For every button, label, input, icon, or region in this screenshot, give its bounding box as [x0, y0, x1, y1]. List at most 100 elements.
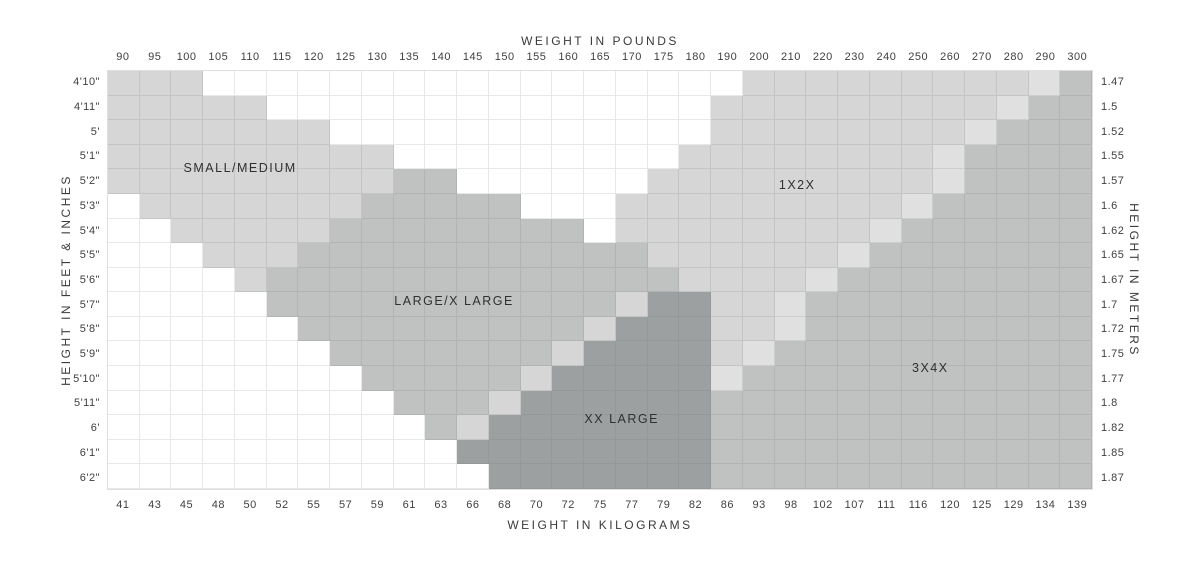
- size-cell: [901, 169, 934, 194]
- size-cell: [996, 193, 1029, 219]
- size-cell: [838, 415, 870, 440]
- size-cell: [393, 415, 426, 440]
- size-cell: [1060, 218, 1092, 244]
- size-cell: [647, 464, 680, 489]
- region-label-xx-large: XX LARGE: [584, 412, 659, 427]
- size-cell: [330, 316, 362, 342]
- size-cell: [933, 464, 966, 489]
- size-cell: [171, 390, 204, 416]
- size-cell: [869, 243, 902, 268]
- tick-label-kilograms: 45: [179, 499, 194, 511]
- size-cell: [774, 464, 807, 489]
- size-cell: [552, 390, 585, 416]
- size-cell: [965, 71, 997, 96]
- tick-label-pounds: 165: [590, 51, 611, 63]
- size-cell: [838, 292, 870, 317]
- size-cell: [234, 169, 267, 194]
- tick-label-kilograms: 75: [593, 499, 607, 511]
- size-cell: [139, 464, 172, 489]
- size-cell: [552, 144, 585, 170]
- size-cell: [520, 341, 553, 367]
- size-cell: [139, 366, 172, 391]
- size-cell: [584, 169, 616, 194]
- size-cell: [679, 243, 712, 268]
- tick-label-meters: 1.85: [1101, 446, 1125, 459]
- tick-label-kilograms: 70: [529, 499, 544, 511]
- size-cell: [488, 292, 521, 317]
- size-cell: [1028, 120, 1061, 145]
- size-cell: [806, 169, 839, 194]
- size-cell: [869, 316, 902, 342]
- size-cell: [711, 439, 743, 465]
- size-cell: [488, 169, 521, 194]
- size-cell: [1060, 415, 1092, 440]
- tick-label-feet-inches: 6'1": [79, 446, 100, 459]
- size-cell: [742, 464, 775, 489]
- size-cell: [203, 120, 235, 145]
- size-cell: [711, 120, 743, 145]
- size-cell: [393, 341, 426, 367]
- size-cell: [330, 464, 362, 489]
- size-cell: [330, 390, 362, 416]
- size-cell: [203, 390, 235, 416]
- size-cell: [488, 390, 521, 416]
- size-cell: [108, 95, 140, 121]
- size-cell: [584, 366, 616, 391]
- tick-label-feet-inches: 5'2": [79, 175, 100, 188]
- size-cell: [1060, 316, 1092, 342]
- size-cell: [996, 415, 1029, 440]
- tick-label-pounds: 220: [812, 51, 833, 63]
- size-cell: [298, 390, 331, 416]
- tick-label-pounds: 230: [844, 51, 865, 63]
- size-cell: [806, 267, 839, 293]
- size-cell: [679, 390, 712, 416]
- size-cell: [425, 316, 458, 342]
- size-cell: [838, 390, 870, 416]
- size-cell: [552, 316, 585, 342]
- size-cell: [901, 243, 934, 268]
- size-cell: [996, 120, 1029, 145]
- size-cell: [203, 144, 235, 170]
- size-cell: [806, 95, 839, 121]
- size-cell: [1028, 316, 1061, 342]
- size-cell: [330, 144, 362, 170]
- tick-label-meters: 1.67: [1101, 273, 1125, 286]
- size-cell: [1060, 390, 1092, 416]
- size-cell: [742, 415, 775, 440]
- size-cell: [965, 120, 997, 145]
- size-cell: [965, 267, 997, 293]
- size-cell: [615, 267, 648, 293]
- tick-label-kilograms: 61: [402, 499, 416, 511]
- size-cell: [108, 464, 140, 489]
- size-cell: [488, 415, 521, 440]
- size-cell: [520, 144, 553, 170]
- size-cell: [838, 193, 870, 219]
- tick-label-kilograms: 79: [657, 499, 671, 511]
- size-cell: [552, 341, 585, 367]
- size-cell: [361, 439, 394, 465]
- size-cell: [171, 193, 204, 219]
- size-cell: [711, 144, 743, 170]
- size-cell: [171, 95, 204, 121]
- size-cell: [774, 243, 807, 268]
- tick-label-feet-inches: 5': [90, 125, 100, 138]
- size-cell: [425, 71, 458, 96]
- size-cell: [171, 71, 204, 96]
- size-cell: [488, 464, 521, 489]
- tick-label-feet-inches: 5'1": [79, 150, 100, 163]
- tick-label-kilograms: 43: [148, 499, 162, 511]
- size-cell: [488, 144, 521, 170]
- tick-label-pounds: 95: [148, 51, 162, 63]
- size-cell: [393, 439, 426, 465]
- size-cell: [203, 366, 235, 391]
- size-cell: [425, 366, 458, 391]
- tick-label-pounds: 190: [717, 51, 738, 63]
- size-cell: [457, 267, 489, 293]
- size-cell: [742, 292, 775, 317]
- tick-label-kilograms: 102: [812, 499, 833, 511]
- size-cell: [774, 120, 807, 145]
- tick-label-meters: 1.87: [1101, 471, 1125, 484]
- size-cell: [203, 95, 235, 121]
- size-cell: [298, 218, 331, 244]
- size-cell: [965, 464, 997, 489]
